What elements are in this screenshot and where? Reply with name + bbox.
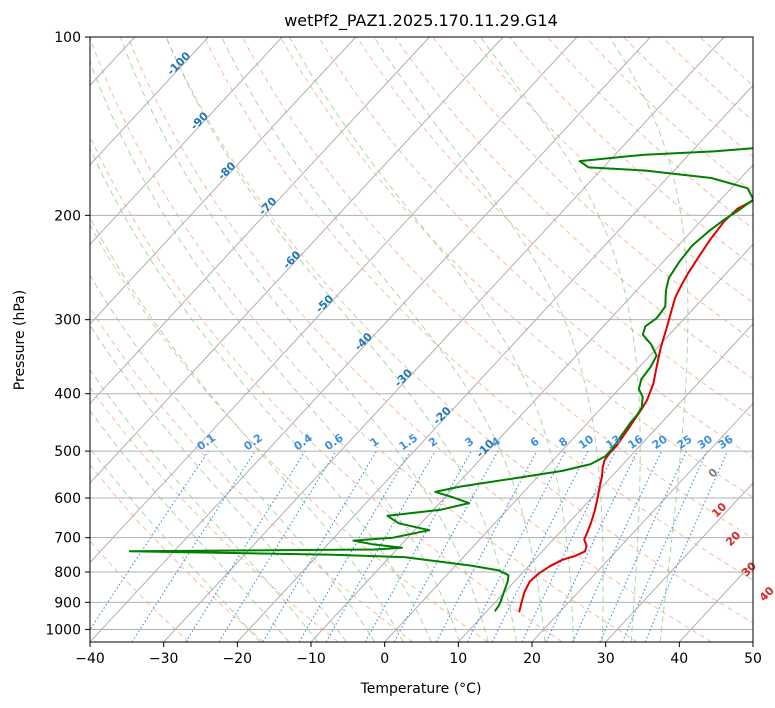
dry-adiabat-line [165, 37, 753, 624]
mixing-ratio-line [545, 450, 638, 642]
mixing-ratio-line [262, 450, 378, 642]
x-tick-label: −20 [223, 651, 253, 667]
chart-title: wetPf2_PAZ1.2025.170.11.29.G14 [284, 11, 558, 31]
x-axis-ticks: −40 −30 −20 −10 0 10 20 30 40 50 [75, 642, 762, 667]
y-tick-label: 800 [54, 565, 81, 581]
isotherm-line [163, 37, 725, 642]
dry-adiabat-line [508, 37, 753, 267]
moist-adiabat-line [609, 37, 689, 642]
moist-adiabat-line [90, 147, 432, 642]
moist-adiabat-line [119, 37, 489, 642]
isotherm-grid [90, 37, 753, 642]
dry-adiabat-line [90, 464, 264, 642]
dry-adiabat-line [432, 37, 753, 342]
mixing-ratio-line [572, 450, 663, 642]
isotherm-line [90, 37, 578, 564]
y-tick-label: 400 [54, 387, 81, 403]
isotherm-line [531, 402, 753, 642]
isotherm-line [90, 37, 209, 166]
moist-adiabat-line [90, 59, 461, 642]
plot-area-background [90, 37, 753, 642]
dewpoint-profile-line [128, 147, 753, 612]
y-axis-label: Pressure (hPa) [12, 290, 28, 390]
x-tick-label: 0 [380, 651, 389, 667]
x-axis-label: Temperature (°C) [360, 681, 482, 697]
y-tick-label: 500 [54, 444, 81, 460]
isotherm-line [605, 482, 753, 642]
x-tick-label: 50 [744, 651, 762, 667]
temperature-profile-line [518, 199, 753, 613]
isotherm-line [384, 243, 753, 642]
dry-adiabat-line [547, 37, 753, 230]
isotherm-line [236, 84, 753, 642]
moist-adiabat-line [90, 369, 319, 642]
dry-adiabat-line [241, 37, 753, 539]
y-tick-label: 900 [54, 595, 81, 611]
isotherm-line [90, 37, 357, 325]
x-tick-label: −40 [75, 651, 105, 667]
isotherm-line [90, 37, 504, 484]
y-tick-label: 200 [54, 208, 81, 224]
moist-adiabat-line [480, 37, 641, 642]
mixing-ratio-line [298, 450, 411, 642]
x-tick-label: 40 [670, 651, 688, 667]
dry-adiabat-line [279, 37, 753, 498]
mixing-ratio-lines [90, 450, 729, 642]
moist-adiabat-line [289, 37, 575, 642]
y-tick-label: 700 [54, 531, 81, 547]
dry-adiabat-line [394, 37, 753, 380]
dry-adiabat-line [623, 37, 753, 158]
y-tick-label: 1000 [45, 622, 81, 638]
moist-adiabat-line [90, 216, 404, 642]
moist-adiabat-line [165, 37, 517, 642]
y-tick-label: 300 [54, 313, 81, 329]
y-tick-label: 600 [54, 491, 81, 507]
dry-adiabat-line [90, 37, 638, 642]
dry-adiabat-line [470, 37, 753, 304]
dry-adiabat-line [356, 37, 753, 419]
x-tick-label: 20 [523, 651, 541, 667]
isotherm-line [90, 37, 283, 246]
mixing-ratio-line [599, 450, 687, 642]
mixing-ratio-line [218, 450, 337, 642]
mixing-ratio-line [644, 450, 729, 642]
mixing-ratio-line [185, 450, 306, 642]
pressure-grid [90, 37, 753, 630]
mixing-ratio-line [364, 450, 472, 642]
isotherm-line [90, 37, 651, 642]
moist-adiabat-line [90, 409, 290, 642]
x-tick-label: −10 [296, 651, 326, 667]
dry-adiabat-line [127, 37, 712, 642]
mixing-ratio-line [325, 450, 436, 642]
sounding-series [128, 147, 753, 613]
dry-adiabat-line [90, 135, 563, 642]
dry-adiabat-line [585, 37, 753, 193]
dry-adiabats [90, 37, 753, 642]
x-tick-label: 10 [449, 651, 467, 667]
plot-frame [89, 36, 754, 643]
y-tick-label: 100 [54, 30, 81, 46]
mixing-ratio-line [521, 450, 616, 642]
x-tick-label: −30 [149, 651, 179, 667]
plot-layers [90, 37, 753, 642]
isotherm-line [310, 164, 753, 642]
moist-adiabat-line [221, 37, 546, 642]
isotherm-line [457, 323, 753, 642]
isotherm-line [90, 37, 430, 405]
moist-adiabat-line [90, 274, 376, 642]
moist-adiabat-line [90, 324, 347, 642]
mixing-ratio-line [131, 450, 256, 642]
y-axis-ticks: 1000 900 800 700 600 500 400 300 200 100 [45, 30, 90, 638]
x-tick-label: 30 [597, 651, 615, 667]
